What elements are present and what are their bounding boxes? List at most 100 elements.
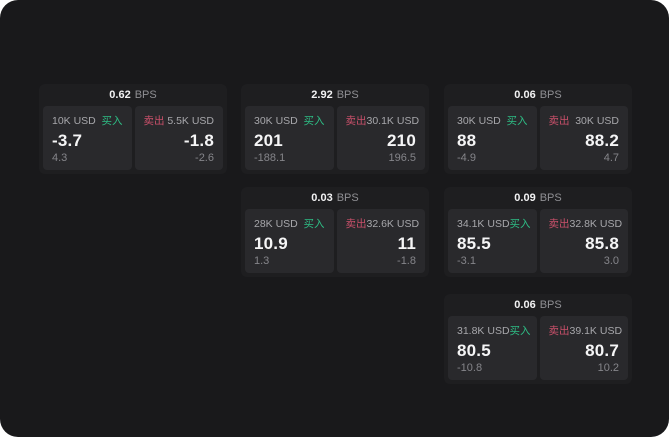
sell-size: 30.1K USD (366, 115, 420, 127)
quote-panels: 28K USD 买入 10.9 1.3 卖出 32.6K USD 11 -1.8 (241, 209, 429, 277)
quote-card-6: 0.06 BPS 31.8K USD 买入 80.5 -10.8 卖出 39.1K… (444, 294, 632, 384)
sell-top-row: 卖出 32.6K USD (345, 216, 420, 231)
sell-sub-value: 196.5 (388, 152, 416, 164)
buy-sub-value: 1.3 (254, 255, 270, 267)
sell-side-label: 卖出 (548, 115, 570, 127)
sell-price: 88.2 (585, 131, 619, 150)
sell-price: 80.7 (585, 341, 619, 360)
sell-size: 32.8K USD (569, 218, 623, 230)
sell-sub-value: 10.2 (597, 362, 619, 374)
card-header: 0.09 BPS (444, 187, 632, 209)
sell-panel[interactable]: 卖出 32.6K USD 11 -1.8 (336, 209, 425, 273)
sell-price: -1.8 (183, 131, 214, 150)
quote-panels: 30K USD 买入 201 -188.1 卖出 30.1K USD 210 1… (241, 106, 429, 174)
sell-top-row: 卖出 32.8K USD (548, 216, 623, 231)
sell-sub-value: -1.8 (397, 255, 416, 267)
buy-side-label: 买入 (509, 325, 531, 337)
buy-side-label: 买入 (509, 218, 531, 230)
sell-top-row: 卖出 39.1K USD (548, 323, 623, 338)
sell-panel[interactable]: 卖出 5.5K USD -1.8 -2.6 (134, 106, 223, 170)
buy-size: 30K USD (254, 115, 298, 127)
quote-card-4: 0.03 BPS 28K USD 买入 10.9 1.3 卖出 32.6K USD (241, 187, 429, 277)
bps-value: 2.92 (311, 89, 333, 101)
buy-panel[interactable]: 31.8K USD 买入 80.5 -10.8 (448, 316, 537, 380)
buy-side-label: 买入 (303, 115, 325, 127)
quote-panels: 34.1K USD 买入 85.5 -3.1 卖出 32.8K USD 85.8… (444, 209, 632, 277)
bps-unit-label: BPS (539, 89, 562, 101)
buy-sub-value: -10.8 (457, 362, 483, 374)
buy-top-row: 30K USD 买入 (457, 113, 528, 128)
sell-size: 30K USD (575, 115, 619, 127)
buy-panel[interactable]: 10K USD 买入 -3.7 4.3 (43, 106, 132, 170)
buy-side-label: 买入 (101, 115, 123, 127)
sell-top-row: 卖出 30K USD (549, 113, 620, 128)
buy-sub-value: 4.3 (52, 152, 68, 164)
sell-side-label: 卖出 (143, 115, 165, 127)
sell-panel[interactable]: 卖出 32.8K USD 85.8 3.0 (539, 209, 628, 273)
sell-panel[interactable]: 卖出 30.1K USD 210 196.5 (336, 106, 425, 170)
buy-side-label: 买入 (303, 218, 325, 230)
bps-unit-label: BPS (336, 89, 359, 101)
sell-price: 210 (387, 131, 416, 150)
buy-price: 88 (457, 131, 477, 150)
bps-value: 0.06 (514, 89, 536, 101)
buy-panel[interactable]: 28K USD 买入 10.9 1.3 (245, 209, 334, 273)
card-header: 0.62 BPS (39, 84, 227, 106)
sell-sub-value: 4.7 (603, 152, 619, 164)
quote-card-2: 2.92 BPS 30K USD 买入 201 -188.1 卖出 30.1K U… (241, 84, 429, 174)
sell-price: 11 (397, 234, 416, 253)
sell-sub-value: 3.0 (603, 255, 619, 267)
sell-side-label: 卖出 (548, 218, 570, 230)
bps-unit-label: BPS (539, 299, 562, 311)
sell-size: 39.1K USD (569, 325, 623, 337)
sell-top-row: 卖出 5.5K USD (144, 113, 215, 128)
card-header: 0.06 BPS (444, 294, 632, 316)
sell-panel[interactable]: 卖出 30K USD 88.2 4.7 (539, 106, 628, 170)
buy-top-row: 30K USD 买入 (254, 113, 325, 128)
buy-panel[interactable]: 34.1K USD 买入 85.5 -3.1 (448, 209, 537, 273)
bps-unit-label: BPS (134, 89, 157, 101)
buy-top-row: 31.8K USD 买入 (457, 323, 531, 338)
buy-size: 31.8K USD (457, 325, 510, 337)
card-header: 0.06 BPS (444, 84, 632, 106)
quote-panels: 10K USD 买入 -3.7 4.3 卖出 5.5K USD -1.8 -2.… (39, 106, 227, 174)
sell-side-label: 卖出 (345, 115, 367, 127)
bps-unit-label: BPS (336, 192, 359, 204)
sell-sub-value: -2.6 (195, 152, 214, 164)
buy-side-label: 买入 (506, 115, 528, 127)
buy-price: 201 (254, 131, 283, 150)
sell-side-label: 卖出 (345, 218, 367, 230)
buy-price: -3.7 (52, 131, 83, 150)
card-header: 0.03 BPS (241, 187, 429, 209)
buy-size: 34.1K USD (457, 218, 510, 230)
buy-size: 10K USD (52, 115, 96, 127)
buy-price: 10.9 (254, 234, 288, 253)
sell-side-label: 卖出 (548, 325, 570, 337)
buy-panel[interactable]: 30K USD 买入 88 -4.9 (448, 106, 537, 170)
buy-panel[interactable]: 30K USD 买入 201 -188.1 (245, 106, 334, 170)
sell-panel[interactable]: 卖出 39.1K USD 80.7 10.2 (539, 316, 628, 380)
buy-price: 85.5 (457, 234, 491, 253)
quote-panels: 31.8K USD 买入 80.5 -10.8 卖出 39.1K USD 80.… (444, 316, 632, 384)
sell-top-row: 卖出 30.1K USD (345, 113, 420, 128)
buy-top-row: 10K USD 买入 (52, 113, 123, 128)
quote-card-5: 0.09 BPS 34.1K USD 买入 85.5 -3.1 卖出 32.8K … (444, 187, 632, 277)
buy-top-row: 28K USD 买入 (254, 216, 325, 231)
bps-value: 0.62 (109, 89, 131, 101)
buy-price: 80.5 (457, 341, 491, 360)
sell-size: 32.6K USD (366, 218, 420, 230)
bps-unit-label: BPS (539, 192, 562, 204)
quote-card-3: 0.06 BPS 30K USD 买入 88 -4.9 卖出 30K USD (444, 84, 632, 174)
buy-sub-value: -3.1 (457, 255, 476, 267)
buy-size: 28K USD (254, 218, 298, 230)
card-header: 2.92 BPS (241, 84, 429, 106)
buy-size: 30K USD (457, 115, 501, 127)
sell-price: 85.8 (585, 234, 619, 253)
quote-card-1: 0.62 BPS 10K USD 买入 -3.7 4.3 卖出 5.5K USD (39, 84, 227, 174)
buy-top-row: 34.1K USD 买入 (457, 216, 531, 231)
sell-size: 5.5K USD (167, 115, 214, 127)
bps-value: 0.09 (514, 192, 536, 204)
bps-value: 0.06 (514, 299, 536, 311)
